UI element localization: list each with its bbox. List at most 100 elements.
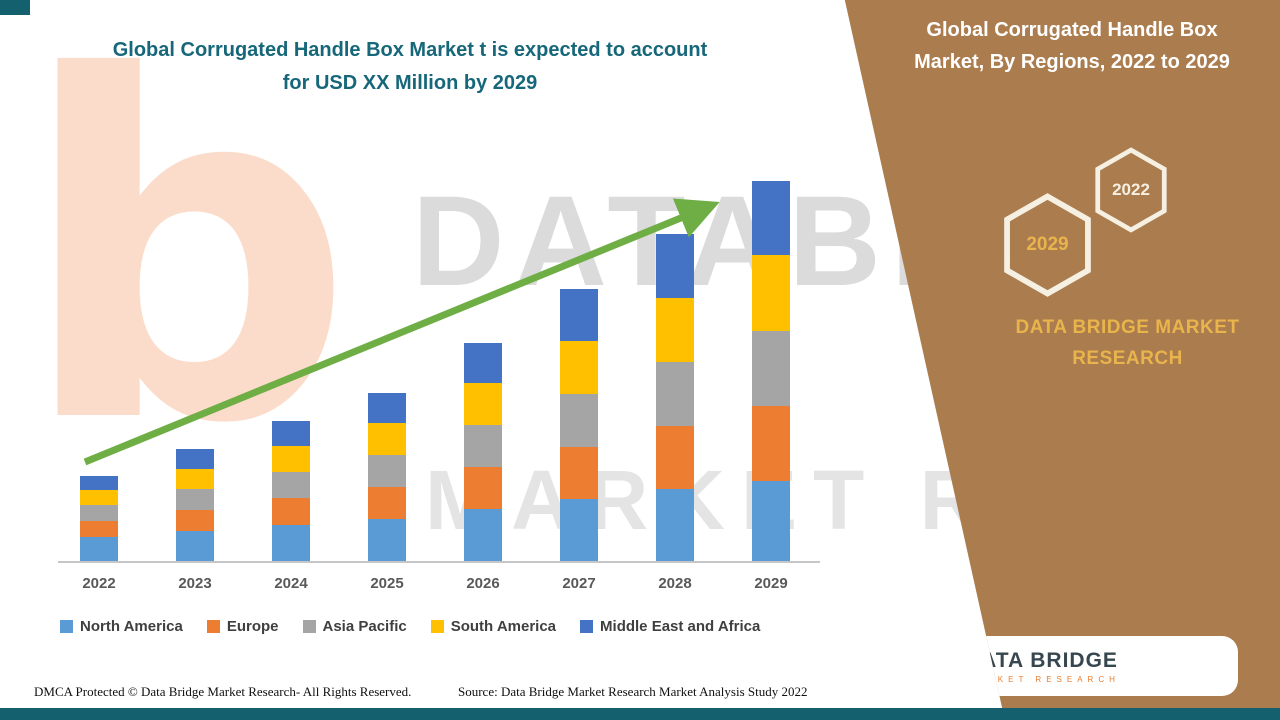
bar-segment-2024-asia-pacific (272, 472, 310, 498)
bar-segment-2027-europe (560, 447, 598, 499)
legend-item-asia-pacific: Asia Pacific (302, 618, 407, 635)
legend-swatch-south-america (430, 620, 444, 633)
logo-card: DATA BRIDGE MARKET RESEARCH (893, 636, 1238, 696)
legend-label-north-america: North America (80, 618, 183, 635)
panel-title-line1: Global Corrugated Handle Box (926, 19, 1218, 41)
hexagon-2022-badge: 2022 (1093, 147, 1169, 233)
panel-title: Global Corrugated Handle Box Market, By … (872, 14, 1272, 78)
bar-segment-2023-north-america (176, 531, 214, 561)
x-label-2028: 2028 (658, 575, 692, 592)
legend-item-north-america: North America (60, 618, 183, 635)
bar-segment-2026-north-america (464, 509, 502, 561)
chart-title: Global Corrugated Handle Box Market t is… (20, 34, 800, 100)
bar-segment-2028-europe (656, 426, 694, 489)
bar-2022 (80, 476, 118, 561)
bar-segment-2025-middle-east-and-africa (368, 393, 406, 423)
x-label-2025: 2025 (370, 575, 404, 592)
bar-segment-2029-north-america (752, 481, 790, 561)
chart-title-line1: Global Corrugated Handle Box Market t is… (112, 39, 708, 61)
legend-swatch-middle-east-and-africa (580, 620, 594, 633)
x-label-2022: 2022 (82, 575, 116, 592)
legend-label-middle-east-and-africa: Middle East and Africa (600, 618, 761, 635)
panel-title-line2: Market, By Regions, 2022 to 2029 (914, 51, 1230, 73)
legend-item-europe: Europe (206, 618, 279, 635)
brand-text-line1: DATA BRIDGE MARKET (1015, 317, 1240, 338)
bar-segment-2023-europe (176, 510, 214, 531)
x-labels: 2022 2023 2024 2025 2026 2027 2028 2029 (58, 575, 820, 592)
legend-swatch-europe (206, 620, 220, 633)
bar-segment-2022-asia-pacific (80, 505, 118, 521)
bar-segment-2026-south-america (464, 383, 502, 425)
bar-segment-2028-asia-pacific (656, 362, 694, 426)
bar-segment-2028-north-america (656, 489, 694, 561)
bar-segment-2026-europe (464, 467, 502, 509)
bar-segment-2028-middle-east-and-africa (656, 234, 694, 298)
bar-segment-2022-south-america (80, 490, 118, 505)
bar-2023 (176, 449, 214, 561)
logo-tagline: MARKET RESEARCH (965, 674, 1120, 684)
chart-title-line2: for USD XX Million by 2029 (282, 72, 538, 94)
bar-segment-2026-asia-pacific (464, 425, 502, 467)
legend: North America Europe Asia Pacific South Ame… (60, 618, 760, 635)
bar-segment-2022-middle-east-and-africa (80, 476, 118, 490)
bar-segment-2027-middle-east-and-africa (560, 289, 598, 341)
legend-swatch-north-america (60, 620, 73, 633)
bar-segment-2025-europe (368, 487, 406, 519)
x-label-2027: 2027 (562, 575, 596, 592)
source-note: Source: Data Bridge Market Research Mark… (458, 684, 808, 699)
x-label-2023: 2023 (178, 575, 212, 592)
bar-segment-2022-north-america (80, 537, 118, 561)
bottom-accent-bar (0, 708, 1280, 720)
bar-segment-2026-middle-east-and-africa (464, 343, 502, 383)
plot-area (58, 178, 820, 563)
dmca-notice: DMCA Protected © Data Bridge Market Rese… (34, 684, 412, 699)
bar-segment-2029-middle-east-and-africa (752, 181, 790, 255)
bar-segment-2025-asia-pacific (368, 455, 406, 487)
legend-label-south-america: South America (450, 618, 557, 635)
bar-segment-2027-south-america (560, 341, 598, 394)
hexagon-outline-icon (1095, 147, 1167, 233)
legend-label-europe: Europe (226, 618, 279, 635)
legend-swatch-asia-pacific (302, 620, 316, 633)
bars-row (58, 178, 820, 561)
legend-item-south-america: South America (430, 618, 557, 635)
x-label-2029: 2029 (754, 575, 788, 592)
hexagon-outline-icon (1004, 193, 1091, 297)
bar-segment-2029-asia-pacific (752, 331, 790, 406)
data-bridge-logo-icon (918, 645, 950, 687)
bar-segment-2025-north-america (368, 519, 406, 561)
bar-segment-2028-south-america (656, 298, 694, 362)
bar-segment-2024-europe (272, 498, 310, 525)
x-label-2026: 2026 (466, 575, 500, 592)
bar-2028 (656, 234, 694, 561)
hexagon-2029-label: 2029 (1026, 234, 1069, 255)
corner-accent-bar (0, 0, 30, 15)
bar-segment-2024-north-america (272, 525, 310, 561)
bar-2024 (272, 421, 310, 561)
legend-item-middle-east-and-africa: Middle East and Africa (580, 618, 760, 635)
bar-segment-2027-north-america (560, 499, 598, 561)
x-label-2024: 2024 (274, 575, 308, 592)
bar-segment-2025-south-america (368, 423, 406, 455)
hexagon-2022-label: 2022 (1112, 180, 1150, 199)
bar-segment-2022-europe (80, 521, 118, 537)
bar-segment-2023-south-america (176, 469, 214, 489)
bar-segment-2029-europe (752, 406, 790, 481)
logo-name: DATA BRIDGE (965, 648, 1118, 672)
bar-segment-2024-middle-east-and-africa (272, 421, 310, 446)
logo-text: DATA BRIDGE MARKET RESEARCH (965, 649, 1120, 684)
bar-segment-2024-south-america (272, 446, 310, 472)
bar-2027 (560, 289, 598, 561)
brand-text-line2: RESEARCH (1072, 348, 1183, 369)
bar-2026 (464, 343, 502, 561)
bar-2029 (752, 181, 790, 561)
bar-2025 (368, 393, 406, 561)
brand-text: DATA BRIDGE MARKET RESEARCH (990, 312, 1265, 374)
bar-segment-2029-south-america (752, 255, 790, 331)
legend-label-asia-pacific: Asia Pacific (322, 618, 407, 635)
bar-segment-2027-asia-pacific (560, 394, 598, 447)
hexagon-2029-badge: 2029 (1000, 193, 1095, 297)
bar-segment-2023-asia-pacific (176, 489, 214, 510)
